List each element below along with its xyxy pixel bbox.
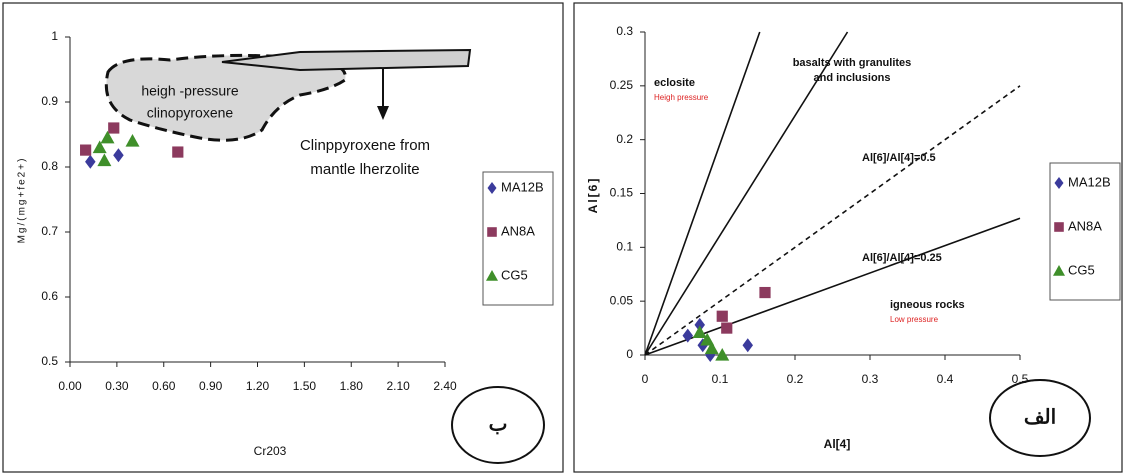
legend-label: CG5: [1068, 262, 1095, 277]
y-tick-label: 0.6: [41, 289, 58, 303]
y-tick-label: 0.7: [41, 224, 58, 238]
annotation: basalts with granulites: [793, 57, 912, 69]
y-tick-label: 0.5: [41, 354, 58, 368]
x-tick-label: 0.00: [58, 379, 82, 393]
y-tick-label: 0.9: [41, 94, 58, 108]
x-tick-label: 1.20: [246, 379, 270, 393]
annotation: igneous rocks: [890, 299, 965, 311]
y-tick-label: 0.1: [616, 240, 633, 254]
data-point: [172, 146, 183, 157]
annotation: mantle lherzolite: [310, 161, 419, 178]
x-tick-label: 0.30: [105, 379, 129, 393]
annotation: heigh -pressure: [141, 83, 238, 99]
x-tick-label: 0.2: [787, 372, 804, 386]
x-axis-title: Cr203: [254, 444, 287, 458]
y-tick-label: 0: [626, 347, 633, 361]
data-point: [80, 145, 91, 156]
y-tick-label: 0.05: [610, 293, 634, 307]
legend-label: CG5: [501, 267, 528, 282]
chart: Al[4] Al[6] eclosite Heigh pressure basa…: [572, 0, 1125, 475]
legend-label: AN8A: [501, 223, 535, 238]
y-axis-title: Al[6]: [586, 177, 600, 214]
y-tick-label: 1: [51, 29, 58, 43]
annotation: and inclusions: [813, 72, 890, 84]
annotation: الف: [1024, 406, 1056, 428]
data-point: [717, 311, 728, 322]
data-point: [721, 322, 732, 333]
y-tick-label: 0.2: [616, 132, 633, 146]
y-axis-title: Mg/(mg+fe2+): [17, 157, 28, 244]
chart: Cr203 Mg/(mg+fe2+) heigh -pressure clino…: [0, 0, 566, 475]
x-tick-label: 0.4: [937, 372, 954, 386]
annotation: ب: [489, 413, 508, 435]
x-axis-title: Al[4]: [824, 437, 851, 451]
annotation: Low pressure: [890, 315, 939, 324]
x-tick-label: 2.40: [433, 379, 457, 393]
data-point: [759, 287, 770, 298]
legend-marker: [487, 227, 497, 237]
annotation: clinopyroxene: [147, 105, 234, 121]
x-tick-label: 1.80: [340, 379, 364, 393]
legend-label: MA12B: [1068, 174, 1111, 189]
x-tick-label: 0.90: [199, 379, 223, 393]
x-tick-label: 0.1: [712, 372, 729, 386]
data-point: [108, 122, 119, 133]
x-tick-label: 2.10: [386, 379, 410, 393]
x-tick-label: 0.5: [1012, 372, 1029, 386]
legend-marker: [1054, 222, 1064, 232]
x-tick-label: 0.60: [152, 379, 176, 393]
y-tick-label: 0.15: [610, 186, 634, 200]
x-tick-label: 0.3: [862, 372, 879, 386]
annotation: Heigh pressure: [654, 93, 709, 102]
y-tick-label: 0.3: [616, 24, 633, 38]
legend-label: AN8A: [1068, 218, 1102, 233]
annotation: eclosite: [654, 77, 695, 89]
page: Cr203 Mg/(mg+fe2+) heigh -pressure clino…: [0, 0, 1125, 475]
legend-label: MA12B: [501, 179, 544, 194]
y-tick-label: 0.25: [610, 78, 634, 92]
x-tick-label: 0: [642, 372, 649, 386]
annotation: Clinppyroxene from: [300, 137, 430, 154]
x-tick-label: 1.50: [293, 379, 317, 393]
y-tick-label: 0.8: [41, 159, 58, 173]
